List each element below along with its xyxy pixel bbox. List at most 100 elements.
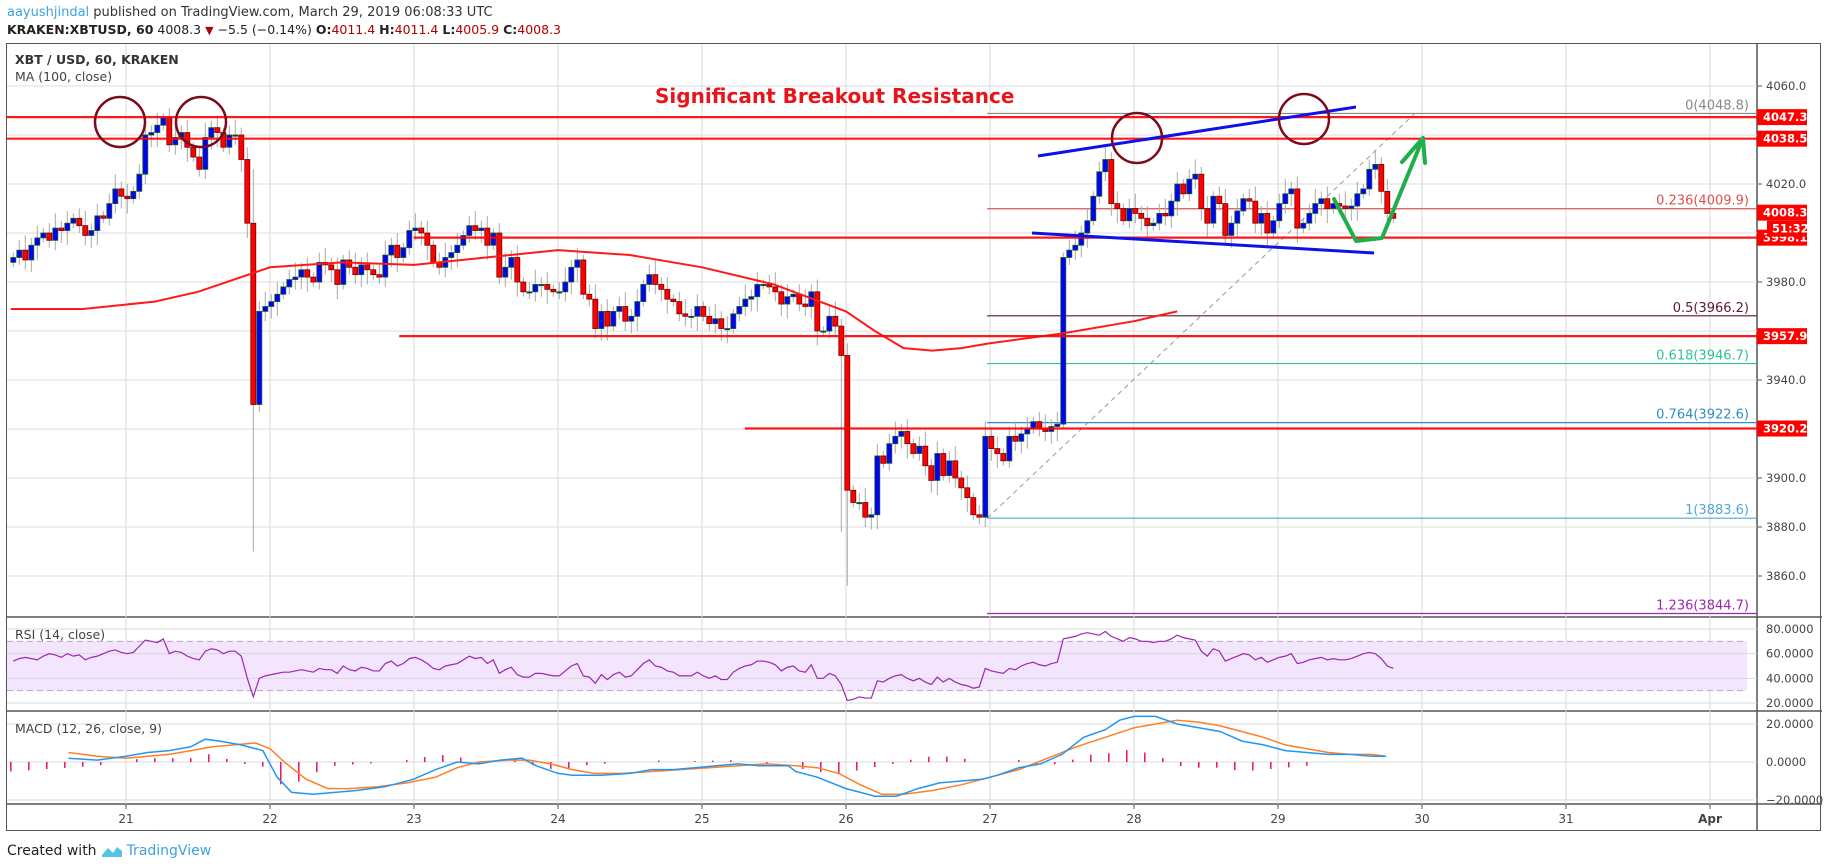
highlight-circle — [1277, 92, 1331, 146]
candle — [40, 232, 47, 239]
candle — [526, 291, 533, 294]
candle — [1378, 163, 1385, 192]
countdown-tag — [1767, 220, 1807, 237]
candle — [298, 269, 305, 278]
open-value: 4011.4 — [331, 22, 376, 37]
price-tag — [1757, 109, 1807, 126]
price-tag-label: 4038.5 — [1763, 132, 1807, 146]
price-tag — [1757, 420, 1807, 437]
macd-axis-label: 20.0000 — [1766, 717, 1814, 731]
rsi-indicator-label: RSI (14, close) — [15, 627, 105, 642]
footer: Created with TradingView — [7, 843, 211, 859]
candle — [1372, 163, 1379, 170]
price-tag-label: 3920.2 — [1763, 422, 1807, 436]
candle — [148, 132, 155, 136]
close-value: 4008.3 — [517, 22, 562, 37]
candle — [1186, 178, 1193, 195]
highlight-circle — [93, 95, 147, 149]
candle — [238, 134, 245, 160]
candle — [124, 195, 131, 200]
price-tag-label: 4008.3 — [1763, 206, 1807, 220]
candle — [292, 276, 299, 280]
candle — [22, 249, 29, 261]
candle — [1156, 212, 1163, 224]
candle — [622, 306, 629, 322]
candle — [70, 217, 77, 224]
candle — [1120, 208, 1127, 222]
candle — [1360, 188, 1367, 195]
candle — [616, 306, 623, 312]
y-axis-label: 3880.0 — [1766, 520, 1806, 534]
price-tag — [1757, 130, 1807, 147]
published-text: published on TradingView.com, March 29, … — [89, 5, 493, 20]
candle — [922, 445, 929, 467]
candle — [550, 288, 557, 293]
candle — [1078, 232, 1085, 246]
candle — [1090, 195, 1097, 222]
candle — [502, 266, 509, 278]
candle — [1228, 222, 1235, 236]
candle — [1366, 168, 1373, 190]
candle — [490, 232, 497, 246]
candle — [994, 448, 1001, 454]
y-axis-label: 4060.0 — [1766, 79, 1806, 93]
candle — [1144, 217, 1151, 227]
candle — [1354, 193, 1361, 207]
candle — [568, 266, 575, 283]
candle — [304, 269, 311, 278]
candle — [328, 264, 335, 271]
tradingview-brand-link[interactable]: TradingView — [126, 843, 212, 859]
candle — [1198, 173, 1205, 209]
candle — [868, 514, 875, 518]
candle — [112, 188, 119, 204]
lower-trend-line — [1031, 231, 1375, 255]
y-axis-label: 3980.0 — [1766, 275, 1806, 289]
candle — [520, 281, 527, 293]
candle — [142, 134, 149, 175]
candle — [694, 306, 701, 317]
candle — [874, 455, 881, 516]
candle — [1216, 195, 1223, 204]
high-label: H: — [379, 22, 395, 37]
candle — [592, 298, 599, 329]
annotation-text: Significant Breakout Resistance — [655, 84, 1014, 108]
candle — [1174, 183, 1181, 202]
candle — [604, 310, 611, 327]
rsi-axis-label: 80.0000 — [1766, 622, 1814, 636]
candle — [280, 286, 287, 295]
candle — [106, 203, 113, 219]
candle — [16, 249, 23, 258]
candle — [574, 259, 581, 268]
fib-label-0.764: 0.764(3922.6) — [1656, 408, 1749, 423]
candle — [1168, 200, 1175, 217]
author-link[interactable]: aayushjindal — [7, 5, 90, 20]
candle — [1114, 203, 1121, 209]
fib-label-1: 1(3883.6) — [1685, 503, 1749, 518]
candle — [1204, 208, 1211, 224]
candle — [862, 502, 869, 518]
candle — [202, 137, 209, 170]
candle — [1270, 220, 1277, 234]
candle — [466, 225, 473, 236]
candle — [1126, 208, 1133, 222]
candle — [262, 306, 269, 312]
x-axis-label-24: 24 — [550, 812, 565, 826]
candle — [268, 301, 275, 307]
candle — [1306, 212, 1313, 224]
candle — [334, 269, 341, 285]
candle — [1234, 210, 1241, 224]
candle — [1288, 188, 1295, 195]
y-axis-label: 4020.0 — [1766, 177, 1806, 191]
price-tag-label: 3957.9 — [1763, 329, 1807, 343]
candle — [1054, 423, 1061, 427]
candle — [760, 284, 767, 287]
candle — [400, 247, 407, 258]
candle — [1162, 212, 1169, 217]
candle — [610, 310, 617, 327]
candle — [1138, 212, 1145, 219]
candle — [754, 284, 761, 298]
candle — [640, 284, 647, 303]
candle — [214, 127, 221, 133]
candle — [898, 431, 905, 437]
